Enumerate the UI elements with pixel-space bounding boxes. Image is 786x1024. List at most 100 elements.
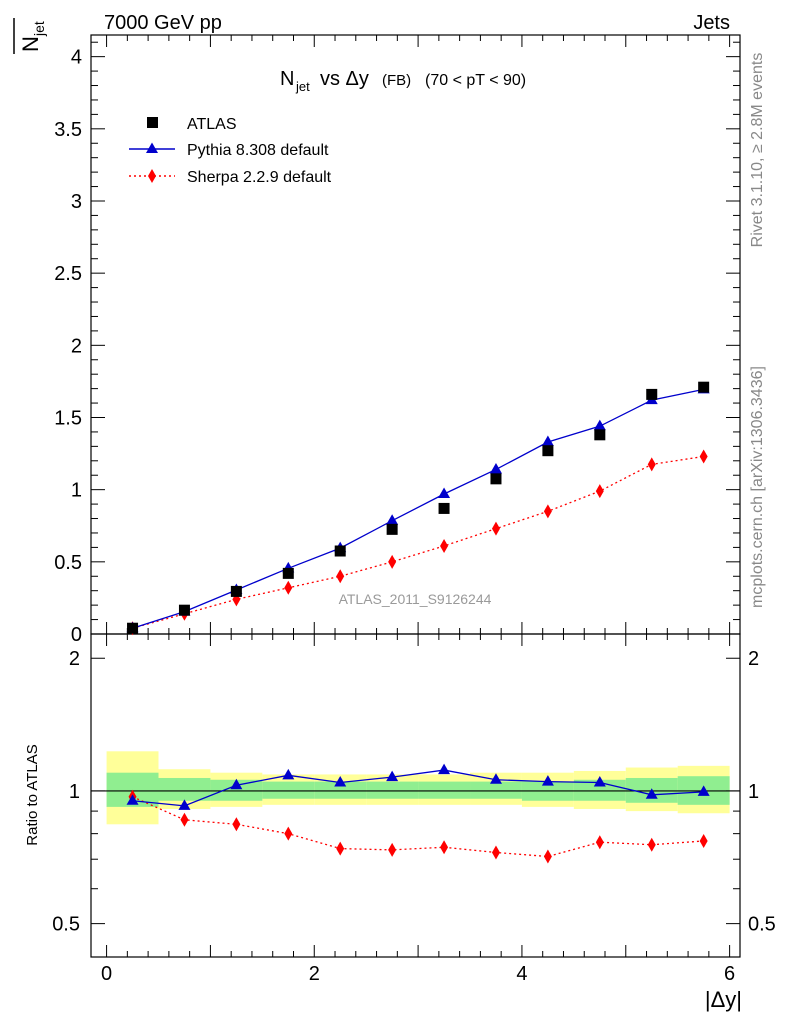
y-tick-label: 0 <box>71 624 82 646</box>
ratio-sherpa-point <box>284 826 293 841</box>
sherpa-point <box>284 580 293 595</box>
atlas-point <box>490 473 502 485</box>
x-tick-label: 0 <box>101 963 112 985</box>
ylabel-sub: jet <box>31 21 47 37</box>
y-tick-label: 4 <box>71 47 82 69</box>
ratio-sherpa-point <box>699 833 708 848</box>
ratio-sherpa-line <box>132 796 704 858</box>
title-vs: vs Δy <box>320 68 369 90</box>
ratio-sherpa-point <box>543 849 552 864</box>
x-tick-label: 6 <box>724 963 735 985</box>
ratio-y-tick-label: 1 <box>69 781 80 803</box>
legend-marker-triangle <box>146 142 158 153</box>
atlas-point <box>127 622 139 634</box>
pythia-point <box>541 435 554 447</box>
ratio-pythia-point <box>645 788 658 799</box>
ratio-y-tick-label: 0.5 <box>52 914 80 936</box>
y-tick-label: 0.5 <box>54 552 82 574</box>
ratio-sherpa-point <box>180 812 189 827</box>
legend-item-pythia: Pythia 8.308 default <box>129 142 329 159</box>
atlas-point <box>646 388 658 400</box>
ratio-y-tick-label-right: 1 <box>748 781 759 803</box>
ratio-pythia-point <box>593 776 606 787</box>
ratio-pythia-point <box>697 785 710 796</box>
ratio-sherpa-point <box>440 840 449 855</box>
ratio-sherpa-point <box>647 837 656 852</box>
sherpa-point <box>440 538 449 553</box>
ratio-sherpa-point <box>595 835 604 850</box>
ratio-band-inner <box>158 777 211 801</box>
ratio-band-inner <box>366 781 419 799</box>
y-tick-label: 3.5 <box>54 119 82 141</box>
ratio-pythia-point <box>386 770 399 782</box>
legend-item-sherpa: Sherpa 2.2.9 default <box>129 169 332 186</box>
ratio-sherpa-point <box>491 845 500 860</box>
ratio-band-inner <box>470 781 522 799</box>
main-title: N jet vs Δy (FB) (70 < pT < 90) <box>280 68 526 94</box>
ratio-pythia-point <box>126 794 139 805</box>
main-y-axis-label: N jet <box>13 18 47 54</box>
x-axis-label: |Δy| <box>705 987 742 1012</box>
atlas-point <box>542 445 554 457</box>
sherpa-point <box>336 569 345 584</box>
ratio-band-inner <box>314 781 367 799</box>
sherpa-point <box>595 484 604 499</box>
atlas-point <box>178 604 190 616</box>
mcplots-label: mcplots.cern.ch [arXiv:1306.3436] <box>749 366 766 608</box>
atlas-point <box>698 381 710 393</box>
sherpa-point <box>388 554 397 569</box>
legend-marker-diamond <box>148 169 156 183</box>
ratio-pythia-point <box>178 799 191 810</box>
pythia-point <box>438 487 451 498</box>
ratio-y-tick-label-right: 0.5 <box>748 914 776 936</box>
ratio-y-axis-label: Ratio to ATLAS <box>24 744 41 845</box>
ratio-plot-frame <box>90 633 741 958</box>
ratio-y-tick-label-right: 2 <box>748 648 759 670</box>
pythia-line <box>132 388 704 629</box>
ratio-sherpa-point <box>388 842 397 857</box>
ratio-y-tick-label: 2 <box>69 648 80 670</box>
title-fb: (FB) <box>382 72 411 89</box>
ratio-sherpa-point <box>232 817 241 832</box>
atlas-point <box>282 567 294 579</box>
ylabel-n: N <box>18 36 43 52</box>
ratio-pythia-point <box>334 776 347 787</box>
sherpa-point <box>543 504 552 519</box>
ratio-pythia-line <box>132 769 704 807</box>
x-tick-label: 4 <box>516 963 527 985</box>
y-tick-label: 1 <box>71 480 82 502</box>
legend-label-atlas: ATLAS <box>187 116 237 133</box>
ratio-pythia-point <box>489 773 502 784</box>
atlas-point <box>438 502 450 514</box>
header-right: Jets <box>693 12 730 34</box>
title-sub: jet <box>295 79 310 94</box>
ratio-sherpa-point <box>336 841 345 856</box>
y-tick-label: 2 <box>71 335 82 357</box>
ratio-pythia-point <box>541 775 554 786</box>
atlas-point <box>334 545 346 557</box>
ratio-band-inner <box>418 781 471 799</box>
title-n: N <box>280 68 294 90</box>
atlas-point <box>594 429 606 441</box>
sherpa-point <box>647 457 656 472</box>
ratio-pythia-point <box>230 778 243 790</box>
sherpa-point <box>699 449 708 464</box>
y-tick-label: 2.5 <box>54 263 82 285</box>
pythia-point <box>489 462 502 474</box>
header-left: 7000 GeV pp <box>104 12 222 34</box>
legend-item-atlas: ATLAS <box>147 116 237 133</box>
title-range: (70 < pT < 90) <box>425 72 526 89</box>
legend-label-sherpa: Sherpa 2.2.9 default <box>187 169 332 186</box>
sherpa-point <box>491 521 500 536</box>
pythia-point <box>386 514 399 525</box>
y-tick-label: 3 <box>71 191 82 213</box>
legend: ATLAS Pythia 8.308 default Sherpa 2.2.9 … <box>129 116 332 186</box>
analysis-watermark: ATLAS_2011_S9126244 <box>339 591 492 607</box>
ratio-pythia-point <box>438 763 451 775</box>
rivet-label: Rivet 3.1.10, ≥ 2.8M events <box>749 53 766 248</box>
legend-marker-square <box>147 117 158 128</box>
x-tick-label: 2 <box>309 963 320 985</box>
chart-layer: 0 2 4 600.511.522.533.540.5 0.51 12 2 <box>52 34 776 985</box>
atlas-point <box>386 523 398 535</box>
